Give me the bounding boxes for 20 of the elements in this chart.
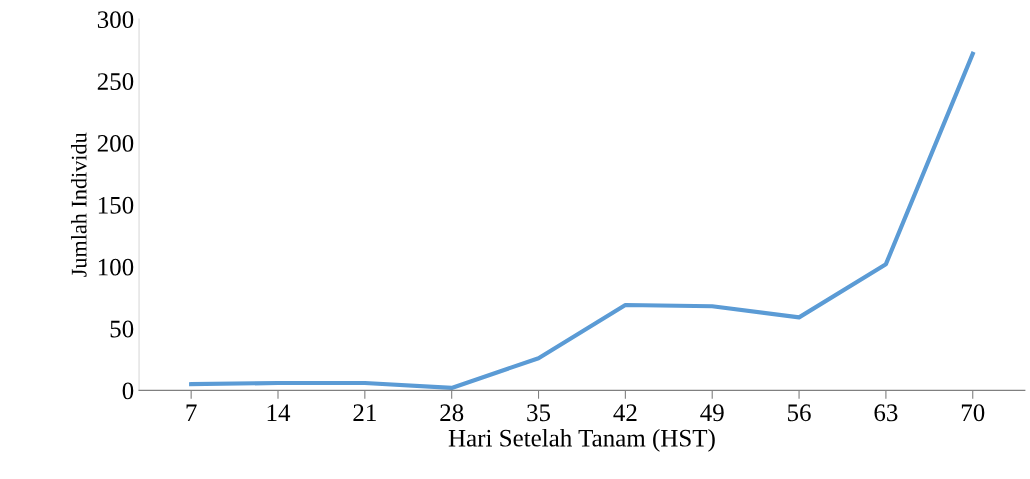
y-axis-title: Jumlah Individu: [70, 132, 87, 277]
y-tick-label: 250: [97, 73, 134, 90]
x-tick-label: 63: [874, 404, 898, 422]
x-tick-label: 28: [440, 404, 464, 422]
x-tick-label: 70: [961, 404, 985, 422]
x-tick-label: 42: [613, 404, 637, 421]
y-tick-label: 200: [97, 134, 134, 152]
x-tick-label: 35: [527, 404, 551, 422]
x-tick-label: 49: [700, 404, 724, 422]
y-tick-label: 0: [122, 382, 134, 400]
y-tick-label: 150: [98, 196, 134, 214]
x-tick-label: 56: [788, 404, 811, 422]
y-tick-label: 100: [98, 258, 134, 276]
y-tick-label: 300: [97, 11, 134, 29]
y-tick-label: 50: [110, 320, 134, 338]
x-tick-label: 21: [353, 404, 376, 421]
line-series: [189, 51, 975, 390]
x-tick-label: 7: [186, 404, 197, 421]
x-axis-title: Hari Setelah Tanam (HST): [448, 429, 715, 452]
x-tick-label: 14: [267, 404, 291, 421]
